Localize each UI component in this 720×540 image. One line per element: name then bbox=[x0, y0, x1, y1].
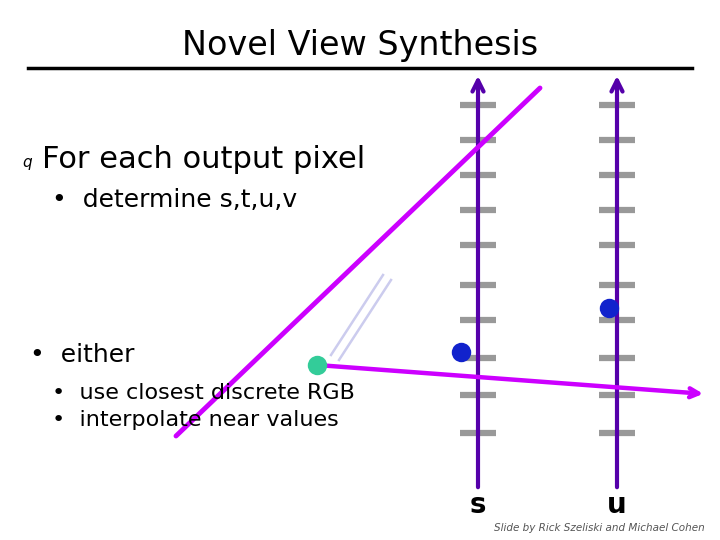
Text: Slide by Rick Szeliski and Michael Cohen: Slide by Rick Szeliski and Michael Cohen bbox=[494, 523, 705, 533]
Text: For each output pixel: For each output pixel bbox=[42, 145, 365, 174]
Text: •  use closest discrete RGB: • use closest discrete RGB bbox=[52, 383, 355, 403]
Text: •  either: • either bbox=[30, 343, 135, 367]
Text: s: s bbox=[469, 491, 486, 519]
Text: •  determine s,t,u,v: • determine s,t,u,v bbox=[52, 188, 297, 212]
Text: Novel View Synthesis: Novel View Synthesis bbox=[182, 29, 538, 62]
Text: u: u bbox=[607, 491, 627, 519]
Text: q: q bbox=[22, 156, 32, 171]
Text: •  interpolate near values: • interpolate near values bbox=[52, 410, 338, 430]
